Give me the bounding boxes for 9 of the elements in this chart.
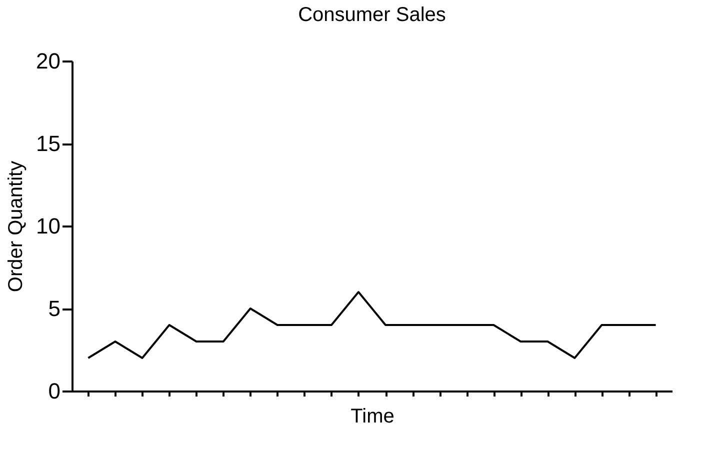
y-tick-label: 20: [36, 48, 60, 74]
y-tick-label: 5: [48, 296, 60, 321]
chart-title: Consumer Sales: [298, 4, 446, 26]
x-axis-title: Time: [350, 406, 394, 428]
y-tick-label: 15: [36, 131, 60, 156]
line-series: [87, 291, 657, 359]
y-tick-label: 0: [48, 378, 60, 404]
y-tick-label: 10: [36, 214, 60, 238]
y-axis-title: Order Quantity: [5, 160, 28, 292]
